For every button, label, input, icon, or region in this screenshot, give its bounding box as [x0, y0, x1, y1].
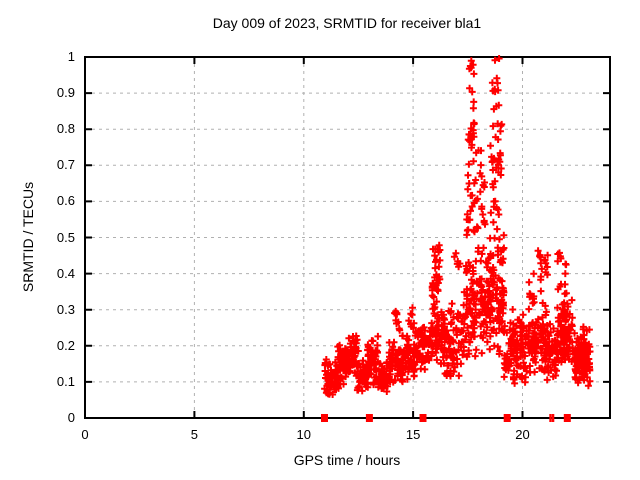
baseline-square-markers: [321, 414, 571, 422]
y-tick-label: 0.3: [56, 301, 75, 317]
y-tick-label: 0.8: [56, 121, 75, 137]
y-tick-label: 0.7: [56, 157, 75, 173]
y-tick-label: 0.1: [56, 373, 75, 389]
chart-title: Day 009 of 2023, SRMTID for receiver bla…: [212, 15, 482, 31]
x-tick-label: 5: [190, 427, 198, 442]
x-tick-label: 20: [515, 427, 530, 442]
y-tick-label: 0.4: [56, 265, 75, 281]
y-tick-label: 0.9: [56, 85, 75, 101]
data-points-plus-markers: [321, 55, 594, 398]
y-tick-label: 1: [67, 49, 75, 64]
y-tick-label: 0.2: [56, 337, 75, 353]
x-tick-label: 0: [81, 427, 89, 442]
x-tick-label: 15: [405, 427, 421, 442]
tick-marks: [84, 56, 610, 419]
grid-lines: [85, 57, 610, 418]
y-tick-label: 0.5: [56, 229, 75, 245]
y-tick-label: 0.6: [56, 193, 75, 209]
x-tick-label: 10: [296, 427, 311, 442]
x-axis-label: GPS time / hours: [293, 452, 401, 468]
y-tick-label: 0: [67, 410, 75, 425]
